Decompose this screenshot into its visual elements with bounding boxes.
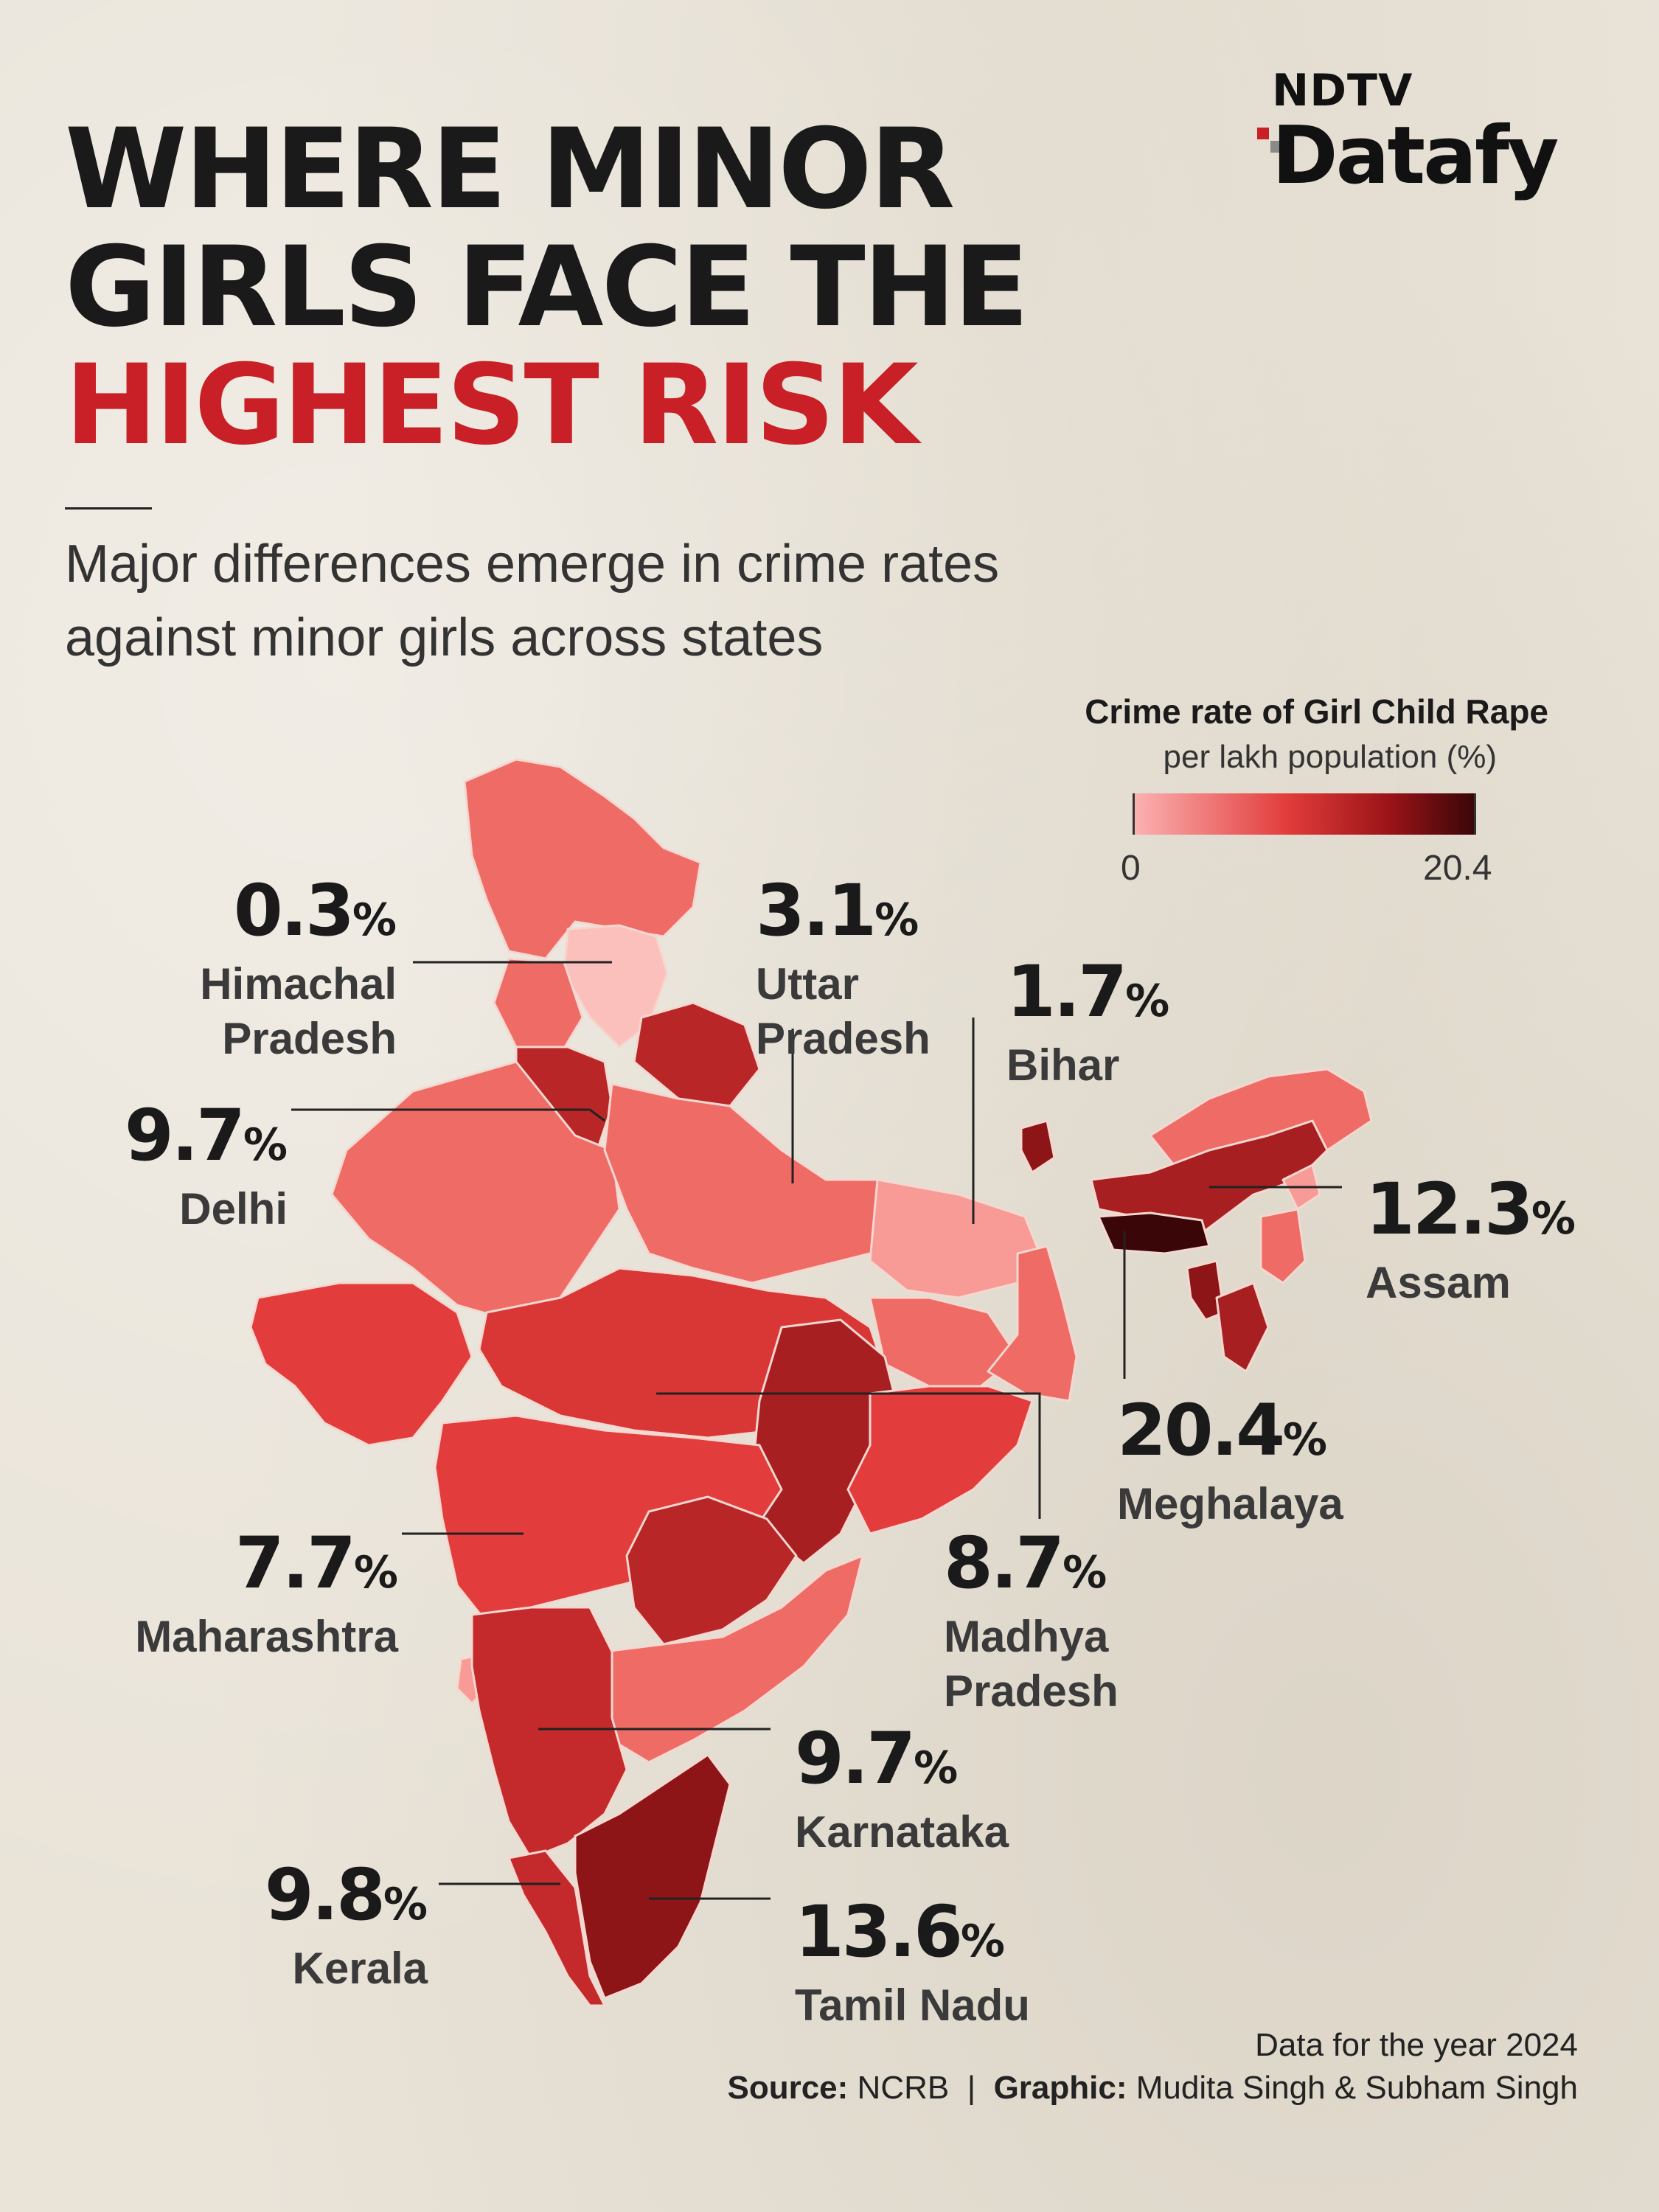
legend-title: Crime rate of Girl Child Rape bbox=[1085, 692, 1548, 731]
callout-madhya-pradesh: 8.7% Madhya Pradesh bbox=[944, 1526, 1119, 1719]
source-value: NCRB bbox=[857, 2070, 950, 2106]
region-sikkim bbox=[1020, 1119, 1056, 1174]
callout-bihar: 1.7% Bihar bbox=[1006, 955, 1169, 1093]
headline: WHERE MINOR GIRLS FACE THE HIGHEST RISK bbox=[65, 111, 1171, 465]
callout-name: Madhya Pradesh bbox=[944, 1612, 1119, 1716]
callout-value: 0.3 bbox=[233, 869, 355, 952]
region-uttar-pradesh bbox=[603, 1082, 908, 1284]
callout-name: Uttar Pradesh bbox=[756, 959, 931, 1063]
logo-grey-square bbox=[1270, 141, 1282, 153]
callout-value: 20.4 bbox=[1117, 1389, 1285, 1472]
subtitle-line-2: against minor girls across states bbox=[65, 608, 824, 667]
callout-maharashtra: 7.7% Maharashtra bbox=[135, 1526, 398, 1664]
region-uttarakhand bbox=[633, 1001, 761, 1107]
callout-unit: % bbox=[1062, 1547, 1107, 1599]
footer-credits: Source: NCRB | Graphic: Mudita Singh & S… bbox=[727, 2067, 1578, 2110]
callout-name: Himachal Pradesh bbox=[200, 959, 397, 1063]
callout-unit: % bbox=[1282, 1414, 1327, 1466]
footer: Data for the year 2024 Source: NCRB | Gr… bbox=[727, 2024, 1578, 2110]
callout-name: Tamil Nadu bbox=[795, 1980, 1030, 2030]
legend-min-label: 0 bbox=[1121, 849, 1141, 888]
callout-himachal-pradesh: 0.3% Himachal Pradesh bbox=[200, 874, 397, 1066]
callout-assam: 12.3% Assam bbox=[1366, 1172, 1576, 1310]
region-mizoram bbox=[1215, 1281, 1270, 1373]
credits-separator: | bbox=[967, 2070, 976, 2106]
callout-value: 12.3 bbox=[1366, 1168, 1534, 1251]
callout-name: Delhi bbox=[179, 1184, 288, 1234]
legend-subtitle: per lakh population (%) bbox=[1163, 739, 1497, 775]
callout-unit: % bbox=[874, 894, 919, 946]
callout-value: 1.7 bbox=[1006, 950, 1127, 1033]
graphic-label: Graphic: bbox=[993, 2070, 1127, 2106]
callout-meghalaya: 20.4% Meghalaya bbox=[1117, 1394, 1343, 1531]
logo-ndtv-text: NDTV bbox=[1272, 65, 1413, 116]
callout-value: 9.8 bbox=[264, 1854, 386, 1936]
callout-name: Kerala bbox=[292, 1944, 428, 1993]
logo-red-square bbox=[1257, 128, 1269, 139]
callout-delhi: 9.7% Delhi bbox=[125, 1099, 288, 1237]
region-odisha bbox=[846, 1385, 1034, 1535]
leader-madhya-pradesh bbox=[656, 1392, 1041, 1519]
headline-line-3: HIGHEST RISK bbox=[65, 341, 919, 470]
callout-value: 3.1 bbox=[756, 869, 877, 952]
callout-unit: % bbox=[243, 1119, 288, 1171]
divider-rule bbox=[65, 507, 152, 509]
region-gujarat bbox=[249, 1281, 473, 1447]
callout-unit: % bbox=[914, 1742, 959, 1794]
region-manipur bbox=[1259, 1208, 1307, 1284]
callout-value: 8.7 bbox=[944, 1522, 1065, 1604]
callout-unit: % bbox=[383, 1879, 428, 1930]
callout-value: 13.6 bbox=[795, 1891, 963, 1973]
callout-value: 7.7 bbox=[234, 1522, 356, 1604]
leader-delhi bbox=[291, 1108, 605, 1122]
legend-max-label: 20.4 bbox=[1423, 849, 1492, 888]
subtitle-line-1: Major differences emerge in crime rates bbox=[65, 535, 1000, 594]
ndtv-datafy-logo: NDTV Datafy bbox=[1257, 65, 1596, 205]
subtitle: Major differences emerge in crime rates … bbox=[65, 527, 1245, 675]
callout-value: 9.7 bbox=[795, 1717, 916, 1800]
callout-tamil-nadu: 13.6% Tamil Nadu bbox=[795, 1895, 1030, 2033]
callout-value: 9.7 bbox=[124, 1094, 246, 1177]
region-kerala bbox=[507, 1849, 606, 2007]
region-west-bengal bbox=[987, 1245, 1078, 1402]
region-tripura bbox=[1186, 1259, 1225, 1321]
region-telangana bbox=[625, 1495, 798, 1646]
region-karnataka bbox=[470, 1606, 628, 1860]
callout-karnataka: 9.7% Karnataka bbox=[795, 1722, 1009, 1860]
callout-unit: % bbox=[352, 894, 397, 946]
callout-name: Meghalaya bbox=[1117, 1479, 1343, 1528]
callout-name: Bihar bbox=[1006, 1040, 1120, 1090]
callout-name: Maharashtra bbox=[135, 1612, 398, 1661]
region-meghalaya bbox=[1097, 1211, 1211, 1255]
callout-unit: % bbox=[960, 1916, 1005, 1967]
callout-unit: % bbox=[1531, 1193, 1576, 1245]
callout-uttar-pradesh: 3.1% Uttar Pradesh bbox=[756, 874, 931, 1066]
callout-name: Assam bbox=[1366, 1258, 1511, 1307]
callout-unit: % bbox=[1125, 975, 1170, 1027]
region-tamil-nadu bbox=[574, 1753, 731, 2000]
headline-line-2: GIRLS FACE THE bbox=[65, 223, 1029, 352]
logo-datafy-text: Datafy bbox=[1272, 110, 1559, 202]
footer-year-note: Data for the year 2024 bbox=[1255, 2027, 1578, 2063]
source-label: Source: bbox=[727, 2070, 849, 2106]
headline-line-1: WHERE MINOR bbox=[65, 105, 955, 234]
legend-color-scale bbox=[1133, 793, 1476, 835]
callout-name: Karnataka bbox=[795, 1807, 1009, 1857]
region-bihar bbox=[869, 1178, 1041, 1299]
graphic-credit: Mudita Singh & Subham Singh bbox=[1135, 2070, 1578, 2106]
region-jammu-kashmir bbox=[463, 758, 702, 960]
callout-kerala: 9.8% Kerala bbox=[265, 1858, 428, 1996]
callout-unit: % bbox=[353, 1547, 398, 1599]
